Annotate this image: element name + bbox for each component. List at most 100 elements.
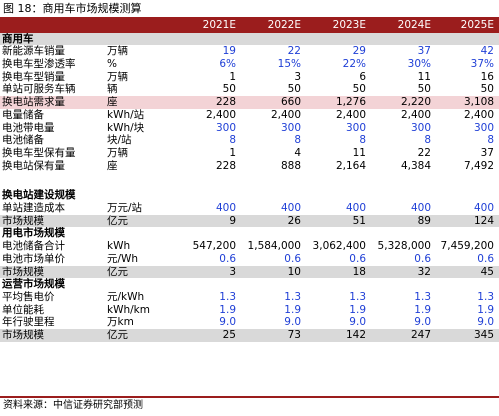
row-label: 新能源车销量	[2, 45, 65, 58]
value-cell: 1.3	[414, 290, 431, 303]
value-cell: 3	[183, 265, 241, 279]
table-row: 换电车型销量 万辆 1 3 6 11 16	[0, 71, 499, 84]
value-cell: 29	[352, 45, 366, 58]
table-row: 电池储备 块/站 8 8 8 8 8	[0, 134, 499, 147]
value-cell	[241, 278, 306, 291]
value-cell: 4,384	[400, 159, 431, 172]
row-unit: 元/Wh	[107, 252, 139, 265]
value-cell: 300	[410, 121, 431, 134]
row-label: 市场规模	[0, 329, 105, 342]
row-label: 商用车	[0, 32, 105, 46]
value-cell: 247	[371, 329, 436, 342]
value-cell: 3	[294, 70, 301, 83]
row-unit: 元/kWh	[107, 290, 145, 303]
value-cell	[371, 278, 436, 291]
row-unit: 亿元	[105, 214, 183, 228]
header-blank	[105, 19, 183, 33]
value-cell: 11	[417, 70, 431, 83]
table-row: 换电站保有量 座 228 888 2,164 4,384 7,492	[0, 160, 499, 173]
value-cell: 50	[417, 83, 431, 96]
highlight-row: 换电站需求量座 228 660 1,276 2,220 3,108	[0, 96, 499, 109]
header-row: 2021E 2022E 2023E 2024E 2025E	[0, 19, 499, 33]
value-cell: 300	[280, 121, 301, 134]
value-cell: 89	[371, 214, 436, 228]
value-cell: 9.0	[219, 316, 236, 329]
value-cell: 50	[287, 83, 301, 96]
row-unit: 亿元	[105, 329, 183, 342]
section-row: 用电市场规模	[0, 227, 499, 241]
spacer-cell	[0, 172, 499, 181]
row-unit	[105, 278, 183, 291]
row-unit	[105, 32, 183, 46]
value-cell: 0.6	[414, 252, 431, 265]
value-cell	[436, 227, 499, 241]
value-cell: 1.3	[477, 290, 494, 303]
row-label: 电池储备	[2, 134, 44, 147]
value-cell: 400	[473, 202, 494, 215]
value-cell: 22%	[342, 58, 366, 70]
value-cell: 7,459,200	[440, 240, 494, 253]
value-cell	[436, 278, 499, 291]
row-unit: 万元/站	[107, 202, 143, 215]
row-label: 单站可服务车辆	[2, 83, 76, 96]
table-row: 新能源车销量 万辆 19 22 29 37 42	[0, 45, 499, 58]
value-cell	[183, 278, 241, 291]
row-unit: 块/站	[107, 134, 132, 147]
source-note: 资料来源：中信证券研究部预测	[3, 400, 143, 411]
value-cell: 1.9	[349, 303, 366, 316]
row-unit	[105, 227, 183, 241]
row-label: 电池市场单价	[2, 252, 65, 265]
bottom-rule	[0, 396, 499, 398]
value-cell	[306, 189, 371, 203]
table-body: 商用车 新能源车销量 万辆 19 22 29 37 42 换电车型渗透率% 6% 15% 22% 30%…	[0, 32, 499, 342]
row-label: 市场规模	[0, 265, 105, 279]
table-row: 换电车型渗透率% 6% 15% 22% 30% 37%	[0, 58, 499, 71]
row-label: 换电站建设规模	[0, 189, 105, 203]
row-unit: kWh	[107, 240, 131, 253]
row-unit: 万km	[107, 316, 134, 329]
value-cell: 25	[183, 329, 241, 342]
row-unit: 万辆	[107, 45, 128, 58]
value-cell: 37%	[470, 58, 494, 70]
value-cell: 4	[294, 146, 301, 159]
value-cell	[371, 189, 436, 203]
value-cell: 1.3	[349, 290, 366, 303]
row-unit: 亿元	[105, 265, 183, 279]
value-cell: 400	[345, 202, 366, 215]
spacer-row	[0, 172, 499, 181]
value-cell: 26	[241, 214, 306, 228]
value-cell: 888	[280, 159, 301, 172]
value-cell: 1	[229, 146, 236, 159]
value-cell: 9.0	[414, 316, 431, 329]
value-cell	[183, 189, 241, 203]
value-cell: 547,200	[192, 240, 236, 253]
subtotal-row: 市场规模 亿元 3 10 18 32 45	[0, 265, 499, 279]
value-cell: 8	[359, 134, 366, 147]
value-cell: 8	[294, 134, 301, 147]
row-label: 电池带电量	[2, 121, 55, 134]
spacer-row	[0, 181, 499, 190]
table-row: 单位能耗 kWh/km 1.9 1.9 1.9 1.9 1.9	[0, 304, 499, 317]
section-row: 运营市场规模	[0, 278, 499, 291]
value-cell	[306, 227, 371, 241]
value-cell: 300	[215, 121, 236, 134]
value-cell: 1.3	[284, 290, 301, 303]
value-cell: 2,164	[335, 159, 366, 172]
value-cell	[306, 278, 371, 291]
value-cell: 0.6	[284, 252, 301, 265]
value-cell: 50	[222, 83, 236, 96]
value-cell	[241, 189, 306, 203]
value-cell	[371, 32, 436, 46]
row-label: 换电车型保有量	[2, 146, 76, 159]
value-cell: 1	[229, 70, 236, 83]
row-unit: %	[107, 58, 117, 70]
value-cell: 400	[410, 202, 431, 215]
row-label: 换电站保有量	[2, 159, 65, 172]
value-cell: 19	[222, 45, 236, 58]
value-cell: 6	[359, 70, 366, 83]
value-cell: 32	[371, 265, 436, 279]
value-cell: 2,400	[205, 108, 236, 121]
value-cell	[241, 32, 306, 46]
row-unit: 辆	[107, 83, 118, 96]
value-cell: 8	[229, 134, 236, 147]
